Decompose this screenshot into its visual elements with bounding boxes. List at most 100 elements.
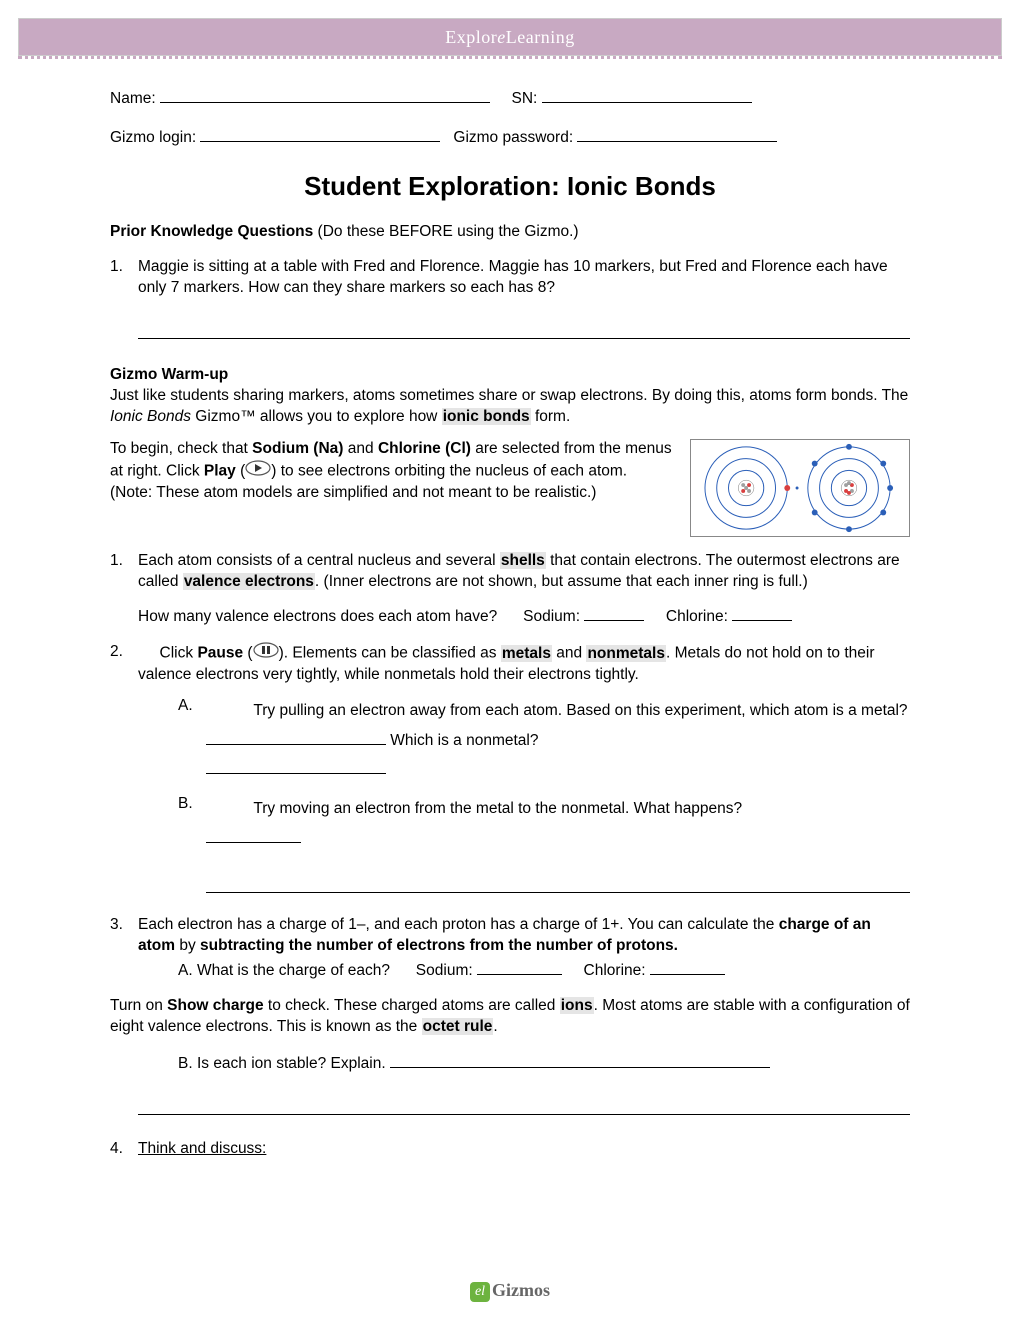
warmup-q2: 2. Click Pause ( ). Elements can be class…: [110, 642, 910, 893]
wq2-a-letter: A.: [178, 696, 206, 784]
prior-heading: Prior Knowledge Questions (Do these BEFO…: [110, 222, 910, 243]
password-label: Gizmo password:: [453, 129, 573, 146]
wb1: To begin, check that: [110, 440, 252, 457]
wq2-b: B. Try moving an electron from the metal…: [178, 794, 910, 893]
wq3-t2: by: [175, 937, 200, 954]
wq1-ask: How many valence electrons does each ato…: [138, 608, 497, 625]
wq3-a-label: A. What is the charge of each?: [178, 962, 390, 979]
wq2-a: A. Try pulling an electron away from eac…: [178, 696, 910, 784]
name-row: Name: SN:: [110, 89, 910, 110]
wq2-b-blank1[interactable]: [206, 842, 301, 843]
wq3-na-blank[interactable]: [477, 974, 562, 975]
brand-suffix: Learning: [506, 27, 575, 47]
brand-prefix: Explor: [445, 27, 497, 47]
wq2-hl1: metals: [501, 645, 552, 662]
header-banner: ExploreLearning: [18, 18, 1002, 56]
brand-script: e: [497, 27, 506, 47]
wq2-a-text1: Try pulling an electron away from each a…: [253, 702, 907, 719]
warmup-row: To begin, check that Sodium (Na) and Chl…: [110, 439, 910, 537]
wq2-t1: Click: [160, 645, 198, 662]
wq2-a-text2: Which is a nonmetal?: [386, 732, 539, 749]
wq3-b-blank[interactable]: [390, 1067, 770, 1068]
wq3-turn: Turn on Show charge to check. These char…: [110, 996, 910, 1038]
wq3-b-row: B. Is each ion stable? Explain.: [178, 1054, 910, 1115]
warmup-intro-1: Just like students sharing markers, atom…: [110, 387, 908, 404]
wq1-t3: . (Inner electrons are not shown, but as…: [315, 573, 808, 590]
play-icon: [245, 460, 271, 483]
wq1-hl2: valence electrons: [183, 573, 315, 590]
warmup-heading-row: Gizmo Warm-up Just like students sharing…: [110, 365, 910, 428]
warmup-q1: 1. Each atom consists of a central nucle…: [110, 551, 910, 628]
warmup-intro-hl: ionic bonds: [442, 408, 531, 425]
wq1-hl1: shells: [500, 552, 546, 569]
wq4-num: 4.: [110, 1139, 138, 1160]
wq2-pause: Pause: [197, 645, 243, 662]
wq3-turn4: .: [493, 1018, 497, 1035]
wq2-t3: ). Elements can be classified as: [279, 645, 501, 662]
wq1-cl-blank[interactable]: [732, 620, 792, 621]
atom-svg: [691, 440, 909, 536]
sn-blank[interactable]: [542, 102, 752, 103]
wq3-cl-blank[interactable]: [650, 974, 725, 975]
wq2-a-blank2[interactable]: [206, 773, 386, 774]
wq2-num: 2.: [110, 642, 138, 893]
page-title: Student Exploration: Ionic Bonds: [110, 169, 910, 204]
wb-na: Sodium (Na): [252, 440, 343, 457]
wb-cl: Chlorine (Cl): [378, 440, 471, 457]
wq2-b-text: Try moving an electron from the metal to…: [253, 800, 742, 817]
warmup-heading: Gizmo Warm-up: [110, 366, 228, 383]
sn-label: SN:: [512, 90, 538, 107]
wq2-sublist: A. Try pulling an electron away from eac…: [178, 696, 910, 893]
wq1-cl-label: Chlorine:: [666, 608, 728, 625]
wq2-b-letter: B.: [178, 794, 206, 893]
wq3-turn1: Turn on: [110, 997, 167, 1014]
wq3-turn-hl2: octet rule: [422, 1018, 494, 1035]
login-blank[interactable]: [200, 141, 440, 142]
atom-diagram: [690, 439, 910, 537]
warmup-q4: 4. Think and discuss:: [110, 1139, 910, 1160]
wq1-ask-row: How many valence electrons does each ato…: [138, 607, 910, 628]
wq4-text: Think and discuss:: [138, 1140, 266, 1157]
wq2-b-answer-line[interactable]: [206, 875, 910, 893]
wb-play: Play: [204, 463, 236, 480]
wq3-na-label: Sodium:: [416, 962, 473, 979]
warmup-intro-2: Gizmo™ allows you to explore how: [191, 408, 442, 425]
wq3-a-row: A. What is the charge of each? Sodium: C…: [178, 961, 910, 982]
wq3-num: 3.: [110, 915, 138, 982]
wq1-num: 1.: [110, 551, 138, 628]
wq3-turn-hl: ions: [560, 997, 594, 1014]
footer-brand: Gizmos: [492, 1280, 550, 1300]
wq2-a-blank1[interactable]: [206, 744, 386, 745]
warmup-begin-text: To begin, check that Sodium (Na) and Chl…: [110, 439, 672, 504]
password-blank[interactable]: [577, 141, 777, 142]
pause-icon: [253, 642, 279, 665]
gizmos-badge-icon: el: [470, 1282, 490, 1302]
brand-logo: ExploreLearning: [445, 27, 574, 48]
name-blank[interactable]: [160, 102, 490, 103]
footer-logo: elGizmos: [0, 1280, 1020, 1302]
warmup-intro-italic: Ionic Bonds: [110, 408, 191, 425]
prior-q1-answer-line[interactable]: [138, 321, 910, 339]
prior-heading-rest: (Do these BEFORE using the Gizmo.): [313, 223, 578, 240]
wb3: (: [236, 463, 245, 480]
wq2-t2: (: [243, 645, 252, 662]
wq3-turn-b: Show charge: [167, 997, 263, 1014]
wb-and: and: [343, 440, 377, 457]
wq3-b2: subtracting the number of electrons from…: [200, 937, 678, 954]
wq2-t4: and: [552, 645, 586, 662]
wq3-t1: Each electron has a charge of 1–, and ea…: [138, 916, 779, 933]
login-row: Gizmo login: Gizmo password:: [110, 128, 910, 149]
warmup-intro-3: form.: [531, 408, 571, 425]
worksheet-page: ExploreLearning Name: SN: Gizmo login: G…: [0, 18, 1020, 1338]
wq3-b-answer-line[interactable]: [138, 1097, 910, 1115]
name-label: Name:: [110, 90, 156, 107]
wq3-b-label: B. Is each ion stable? Explain.: [178, 1055, 386, 1072]
warmup-q3: 3. Each electron has a charge of 1–, and…: [110, 915, 910, 982]
wq2-hl2: nonmetals: [586, 645, 666, 662]
content-area: Name: SN: Gizmo login: Gizmo password: S…: [0, 59, 1020, 1160]
wq3-cl-label: Chlorine:: [584, 962, 646, 979]
wq1-na-label: Sodium:: [523, 608, 580, 625]
prior-q1-num: 1.: [110, 257, 138, 339]
wq1-na-blank[interactable]: [584, 620, 644, 621]
prior-q1: 1. Maggie is sitting at a table with Fre…: [110, 257, 910, 339]
